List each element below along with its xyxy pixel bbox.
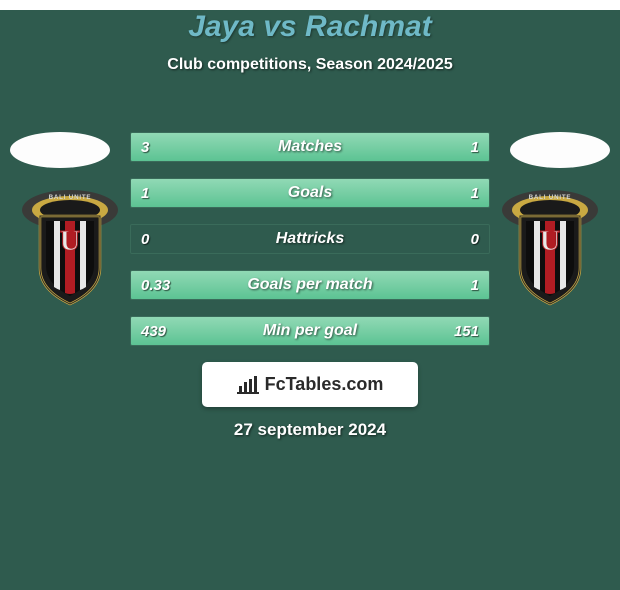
stat-row: Min per goal439 151 — [130, 316, 490, 346]
fctables-logo[interactable]: FcTables.com — [202, 362, 418, 407]
chart-icon — [237, 376, 259, 394]
stat-value-left: 439 — [141, 317, 166, 345]
date-label: 27 september 2024 — [0, 420, 620, 440]
stat-value-left: 0.33 — [141, 271, 170, 299]
stat-row: Goals1 1 — [130, 178, 490, 208]
stat-value-right: 1 — [471, 179, 479, 207]
svg-text:U: U — [60, 226, 80, 257]
club-badge-right: BALI UNITE U — [500, 190, 600, 308]
stats-table: Matches31Goals11Hattricks00Goals per mat… — [130, 132, 490, 362]
svg-text:U: U — [540, 226, 560, 257]
stat-value-right: 1 — [471, 133, 479, 161]
player-photo-left-placeholder — [10, 132, 110, 168]
stat-value-left: 3 — [141, 133, 149, 161]
svg-text:BALI UNITE: BALI UNITE — [49, 194, 92, 201]
stat-label: Hattricks — [131, 225, 489, 253]
stat-label: Goals — [131, 179, 489, 207]
stat-label: Min per goal — [131, 317, 489, 345]
stat-row: Goals per match0.33 1 — [130, 270, 490, 300]
stat-value-right: 1 — [471, 271, 479, 299]
club-badge-left: BALI UNITE U — [20, 190, 120, 308]
stat-row: Hattricks0 0 — [130, 224, 490, 254]
page-title: Jaya vs Rachmat — [0, 10, 620, 44]
svg-text:BALI UNITE: BALI UNITE — [529, 194, 572, 201]
stat-value-right: 151 — [454, 317, 479, 345]
stat-value-right: 0 — [471, 225, 479, 253]
stat-value-left: 1 — [141, 179, 149, 207]
stat-value-left: 0 — [141, 225, 149, 253]
stat-label: Goals per match — [131, 271, 489, 299]
fctables-label: FcTables.com — [265, 374, 384, 395]
subtitle: Club competitions, Season 2024/2025 — [0, 56, 620, 74]
player-photo-right-placeholder — [510, 132, 610, 168]
stat-label: Matches — [131, 133, 489, 161]
stat-row: Matches3 1 — [130, 132, 490, 162]
